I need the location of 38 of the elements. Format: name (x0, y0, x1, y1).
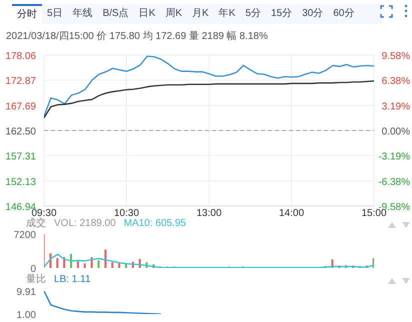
x-tick-label: 14:00 (278, 208, 304, 220)
text: 分时 (12, 4, 42, 24)
y-tick-label: 162.50 (5, 126, 36, 138)
text: LB: 1.11 (54, 274, 91, 285)
chart-title: 成交 (26, 218, 46, 229)
y-tick-label: 157.31 (5, 152, 36, 163)
y-tick-label: 172.87 (5, 76, 36, 88)
y2-tick-label: 3.19% (382, 101, 410, 112)
text: 月K (191, 7, 210, 21)
text: 年K (218, 7, 236, 21)
y2-tick-label: 0.00% (382, 126, 410, 138)
y-tick-label: 0 (30, 264, 36, 275)
y-tick-label: 7200 (14, 230, 36, 241)
text: 日K (138, 7, 156, 21)
y-tick-label: 152.13 (5, 176, 36, 188)
text: 5日 (46, 7, 64, 21)
x-tick-label: 15:00 (361, 208, 387, 220)
y-tick-label: 1.00 (16, 310, 36, 321)
text: 2021/03/18/四15:00 价 175.80 均 172.69 量 2189 幅 8.18% (6, 30, 268, 43)
chart-title: 量比 (26, 274, 46, 285)
text: 60分 (332, 7, 356, 21)
x-tick-label: 13:00 (196, 208, 222, 220)
y2-tick-label: 9.58% (382, 51, 410, 62)
text: 15分 (270, 7, 294, 21)
text: B/S点 (102, 6, 130, 21)
text: 周K (164, 7, 184, 21)
text: VOL: 2189.00 (54, 218, 116, 229)
y-tick-label: 9.91 (16, 287, 36, 298)
text: 30分 (301, 7, 324, 21)
y-tick-label: 167.69 (5, 101, 36, 112)
y2-tick-label: -3.19% (378, 152, 410, 163)
text: MA10: 605.95 (124, 218, 186, 229)
text: 年线 (72, 6, 94, 21)
x-tick-label: 10:30 (114, 208, 140, 220)
y2-tick-label: 6.38% (382, 76, 410, 88)
text: 5分 (244, 7, 262, 21)
y2-tick-label: -6.38% (378, 176, 410, 188)
y-tick-label: 178.06 (5, 51, 36, 62)
